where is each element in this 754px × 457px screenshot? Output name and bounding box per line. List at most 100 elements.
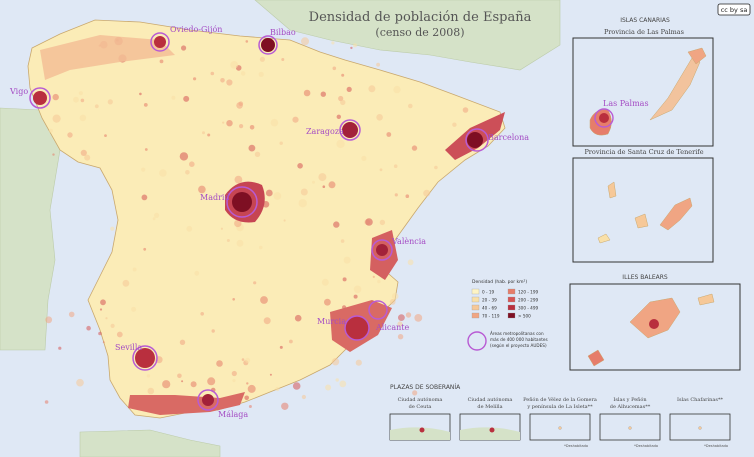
ibiza-island bbox=[587, 349, 605, 367]
legend-title: Densidad (hab. por km²) bbox=[472, 279, 527, 285]
density-patch bbox=[355, 359, 362, 366]
city-label-valencia: València bbox=[391, 237, 426, 246]
metro-circle-sevilla bbox=[132, 345, 158, 371]
map-title: Densidad de población de España bbox=[309, 10, 532, 25]
density-patch bbox=[232, 298, 235, 301]
city-label-sevilla: Sevilla bbox=[115, 343, 142, 352]
density-patch bbox=[283, 219, 286, 222]
density-patch bbox=[45, 316, 53, 324]
density-patch bbox=[300, 188, 308, 196]
density-patch bbox=[259, 56, 265, 62]
density-patch bbox=[207, 377, 216, 386]
andalusia-coast bbox=[128, 392, 245, 415]
bilbao-center bbox=[261, 38, 275, 52]
metro-circle-laspalmas bbox=[594, 108, 614, 128]
valencia-center bbox=[376, 244, 388, 256]
legend-swatch bbox=[471, 304, 480, 311]
legend-swatch bbox=[507, 296, 516, 303]
density-patch bbox=[236, 239, 244, 247]
plazas-title: PLAZAS DE SOBERANÍA bbox=[390, 384, 461, 391]
density-patch bbox=[171, 95, 176, 100]
density-patch bbox=[249, 125, 255, 130]
density-patch bbox=[386, 132, 392, 137]
city-label-barcelona: Barcelona bbox=[488, 133, 529, 142]
density-patch bbox=[259, 245, 263, 250]
density-patch bbox=[350, 46, 353, 50]
density-patch bbox=[241, 358, 245, 361]
density-patch bbox=[292, 382, 301, 390]
plaza-label: Peñón de Vélez de la Gomera bbox=[523, 396, 597, 403]
density-patch bbox=[260, 296, 268, 304]
legend-swatch bbox=[507, 288, 516, 295]
density-patch bbox=[84, 154, 91, 161]
density-patch bbox=[67, 132, 73, 138]
density-patch bbox=[100, 299, 106, 306]
density-patch bbox=[321, 278, 329, 286]
density-patch bbox=[343, 256, 351, 264]
density-patch bbox=[408, 103, 413, 109]
density-patch bbox=[397, 321, 403, 327]
density-patch bbox=[202, 131, 205, 135]
cc-license-text: cc by sa bbox=[721, 6, 748, 14]
density-patch bbox=[177, 373, 182, 379]
province-laspalmas-title: Provincia de Las Palmas bbox=[604, 28, 684, 36]
legend-swatch bbox=[471, 288, 480, 295]
plaza-label: Ciudad autónoma bbox=[398, 396, 443, 403]
lanzarote-island bbox=[687, 47, 707, 65]
density-patch bbox=[231, 370, 237, 377]
city-label-murcia: Murcia bbox=[317, 317, 346, 326]
density-patch bbox=[346, 86, 352, 92]
density-patch bbox=[236, 102, 243, 109]
density-patch bbox=[52, 114, 61, 123]
density-patch bbox=[301, 394, 306, 400]
density-patch bbox=[331, 358, 340, 366]
density-patch bbox=[183, 95, 190, 102]
density-patch bbox=[139, 92, 142, 96]
city-label-malaga: Málaga bbox=[218, 410, 248, 419]
city-label-madrid: Madrid bbox=[200, 193, 230, 202]
laspalmas-inset-frame bbox=[572, 37, 714, 147]
plaza-inset-frame bbox=[529, 413, 591, 441]
spain-mainland bbox=[27, 19, 506, 419]
france-landmass bbox=[254, 0, 561, 71]
density-patch bbox=[248, 405, 252, 408]
density-patch bbox=[154, 212, 160, 218]
density-patch bbox=[99, 308, 103, 311]
density-patch bbox=[365, 218, 373, 226]
tenerife-island bbox=[659, 197, 693, 231]
legend-label: 0 - 19 bbox=[482, 290, 495, 295]
density-patch bbox=[322, 185, 326, 188]
cc-license-badge[interactable]: cc by sa bbox=[717, 3, 751, 16]
density-patch bbox=[247, 384, 256, 393]
density-patch bbox=[339, 380, 347, 388]
density-patch bbox=[289, 339, 293, 344]
density-patch bbox=[393, 164, 398, 168]
legend-swatch bbox=[507, 312, 516, 319]
legend: Densidad (hab. por km²) 0 - 19 20 - 39 40 … bbox=[467, 279, 548, 351]
density-patch bbox=[210, 71, 215, 76]
density-patch bbox=[239, 124, 244, 129]
legend-items: 0 - 19 20 - 39 40 - 69 70 - 119 120 - 199 200… bbox=[471, 288, 538, 319]
density-patch bbox=[234, 175, 243, 184]
density-patch bbox=[226, 79, 233, 86]
density-patch bbox=[372, 275, 375, 278]
metro-circle-zaragoza bbox=[339, 119, 361, 141]
legend-circle-line3: (según el proyecto AUDES) bbox=[490, 343, 547, 348]
density-patch bbox=[353, 43, 357, 48]
sevilla-center bbox=[135, 348, 155, 368]
density-patch bbox=[232, 379, 236, 383]
density-patch bbox=[245, 357, 251, 363]
density-patch bbox=[353, 285, 362, 294]
density-patch bbox=[393, 85, 401, 94]
plaza-note: *Deshabitado bbox=[704, 444, 728, 448]
density-patch bbox=[379, 168, 383, 172]
density-patch bbox=[281, 402, 289, 410]
density-patch bbox=[340, 99, 346, 106]
plaza-island bbox=[628, 426, 632, 430]
palma-dense-center bbox=[649, 319, 659, 329]
density-patch bbox=[452, 122, 457, 127]
density-patch bbox=[94, 104, 99, 109]
density-patch bbox=[211, 329, 215, 333]
density-patch bbox=[376, 114, 383, 121]
